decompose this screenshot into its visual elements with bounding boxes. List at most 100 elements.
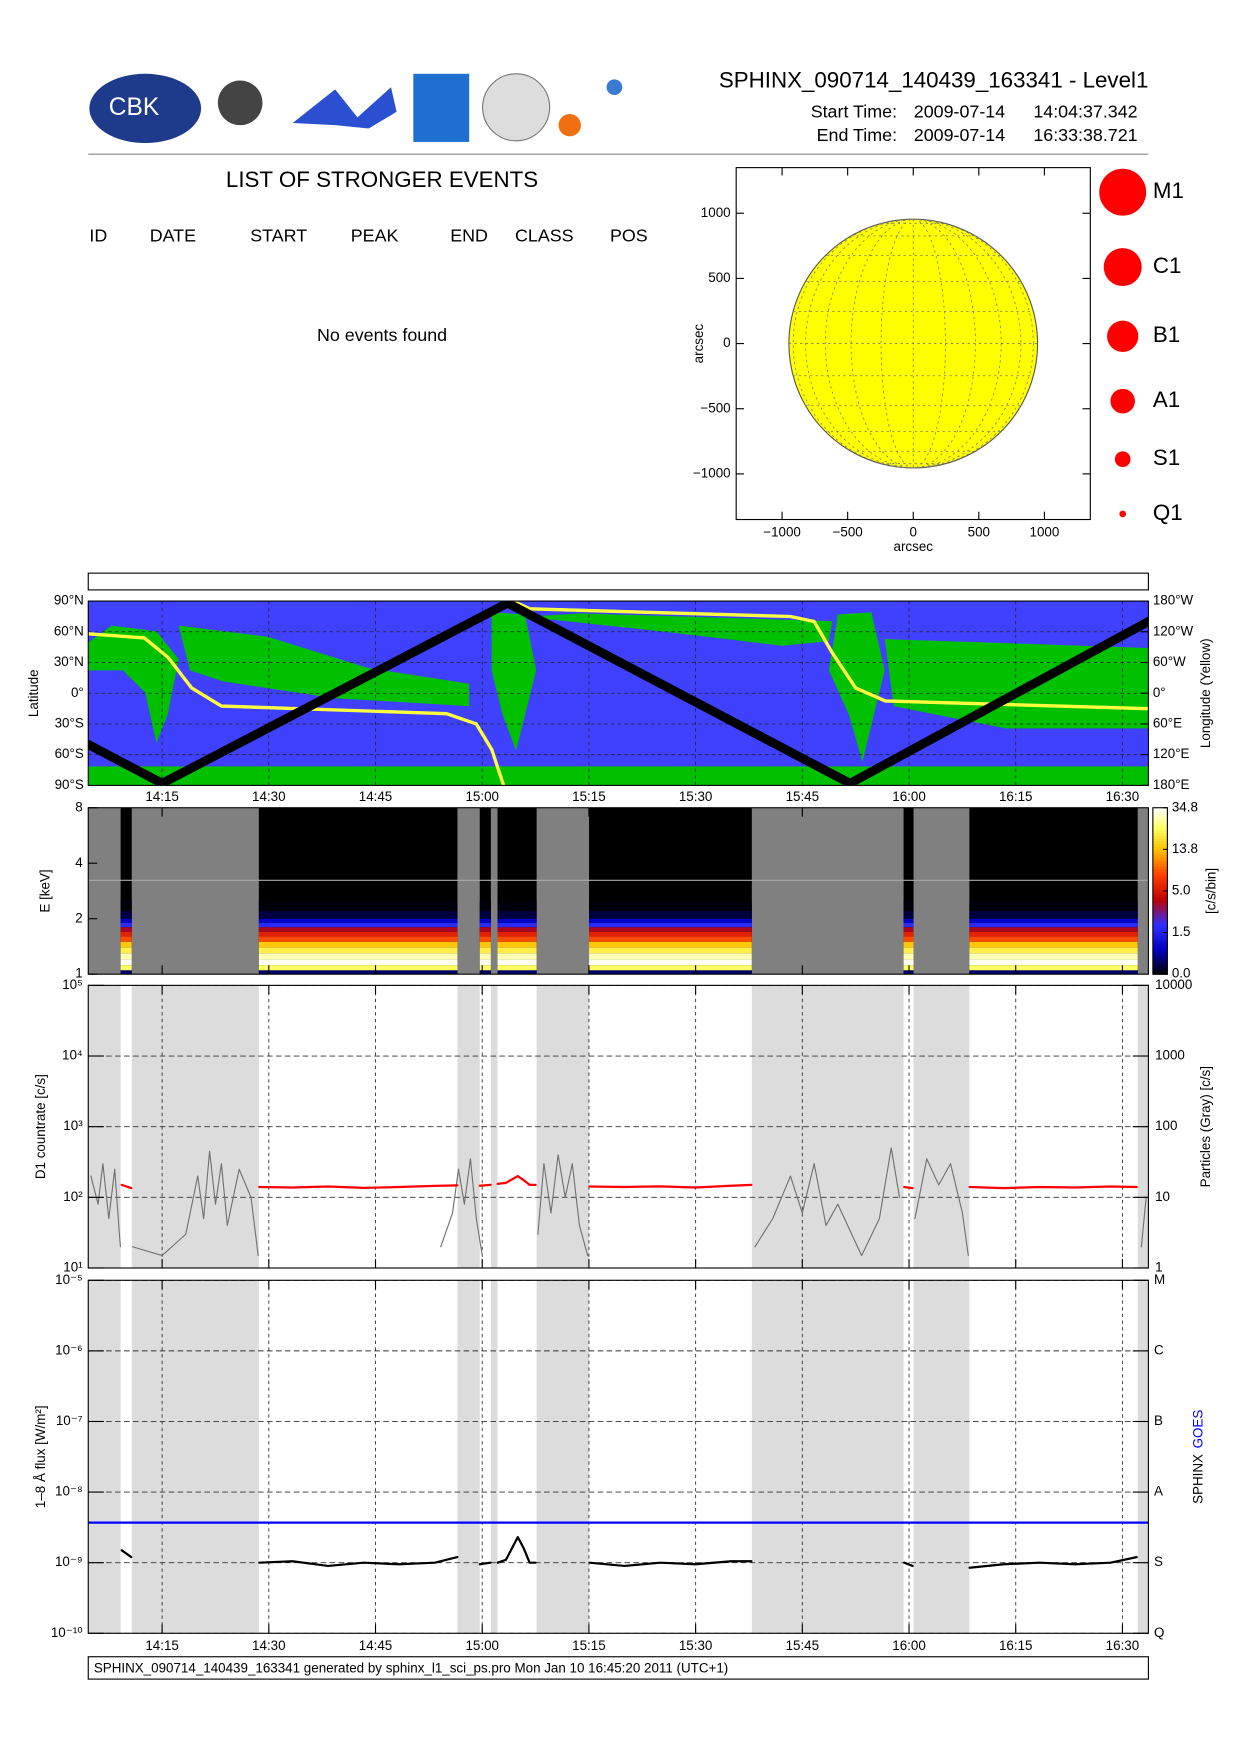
spectrum-cell (497, 965, 537, 971)
x-tick-label: 14:45 (359, 789, 393, 804)
no-data-shade (490, 1280, 498, 1634)
spectrum-cell (479, 959, 491, 966)
colorbar-cell (1152, 843, 1168, 848)
land (88, 625, 179, 743)
data-interval (479, 807, 491, 975)
spectrum-cell (903, 931, 914, 937)
x-tick-label: 14:45 (359, 1638, 393, 1653)
colorbar-tick-label: 0.0 (1172, 966, 1191, 981)
y2-tick-label: 1 (1155, 1260, 1162, 1275)
start-time: 14:04:37.342 (1033, 102, 1137, 122)
x-tick-label: 15:00 (465, 789, 499, 804)
colorbar-cell (1152, 852, 1168, 856)
spectrum-cell (969, 900, 1138, 912)
y-tick-label: 500 (708, 270, 730, 285)
x-tick-label: 15:45 (786, 1638, 820, 1653)
colorbar-cell (1152, 938, 1168, 942)
colorbar-cell (1152, 810, 1168, 814)
x-tick-label: 15:45 (786, 789, 820, 804)
spectrum-cell (589, 953, 752, 960)
plot-area (88, 1280, 1149, 1634)
spectrum-cell (258, 900, 458, 912)
colorbar-cell (1152, 807, 1168, 812)
y-tick-label: 10⁻⁸ (55, 1484, 83, 1499)
colorbar-cell (1152, 863, 1168, 867)
events-column: END (450, 226, 488, 246)
colorbar-cell (1152, 893, 1168, 898)
series-line (88, 601, 1149, 786)
no-data-shade (913, 1280, 970, 1634)
spectrum-cell (120, 970, 132, 975)
no-data-shade (88, 1280, 121, 1634)
class-label: M1 (1153, 178, 1184, 203)
frame (87, 984, 1149, 1269)
y-tick-label: 10⁻⁷ (56, 1413, 83, 1428)
disk-grid (805, 218, 1022, 469)
spectrum-cell (903, 900, 914, 912)
colorbar-cell (1152, 849, 1168, 853)
colorbar-cell (1152, 971, 1168, 975)
y-tick-label: 90°N (54, 593, 84, 608)
y2-tick-label: 10 (1155, 1189, 1170, 1204)
colorbar-cell (1152, 929, 1168, 934)
footer-box (87, 1656, 1149, 1680)
end-time: 16:33:38.721 (1033, 125, 1137, 145)
spectrum-cell (258, 953, 458, 960)
land (88, 766, 1149, 786)
class-marker (1114, 451, 1131, 468)
spectrum-cell (479, 936, 491, 942)
colorbar-cell (1152, 885, 1168, 889)
spectrum-cell (497, 918, 537, 923)
x-tick-label: 14:30 (252, 789, 286, 804)
y-tick-label: 30°S (55, 716, 84, 731)
colorbar-cell (1152, 829, 1168, 834)
no-data-shade (751, 985, 904, 1268)
spectrum-cell (479, 911, 491, 919)
y-tick-label: 10¹ (63, 1260, 83, 1275)
spectrum-cell (479, 941, 491, 948)
x-tick-label: 15:30 (679, 789, 713, 804)
colorbar-cell (1152, 890, 1168, 895)
spectrum-cell (903, 911, 914, 919)
series-line (120, 1174, 1138, 1190)
colorbar-cell (1152, 871, 1168, 875)
events-message: No events found (317, 325, 447, 345)
spectrum-cell (479, 970, 491, 975)
spectrum-cell (479, 900, 491, 912)
spectrum-cell (497, 953, 537, 960)
spectrum-cell (969, 970, 1138, 975)
colorbar-cell (1152, 816, 1168, 820)
x-tick-label: 16:00 (892, 789, 926, 804)
colorbar-cell (1152, 949, 1168, 953)
spectrum-cell (497, 922, 537, 928)
spectrum-cell (258, 931, 458, 937)
land (525, 613, 833, 646)
y-tick-label: 10⁴ (62, 1048, 83, 1063)
class-tick-label: Q (1154, 1625, 1164, 1640)
spectrum-cell (258, 959, 458, 966)
spectrum-cell (120, 922, 132, 928)
colorbar-cell (1152, 963, 1168, 967)
y-tick-label: 10⁻¹⁰ (51, 1625, 83, 1640)
no-data-shade (751, 1280, 904, 1634)
spectrum-cell (589, 947, 752, 954)
report-title: SPHINX_090714_140439_163341 - Level1 (719, 68, 1149, 93)
end-date: 2009-07-14 (914, 125, 1005, 145)
class-tick-label: C (1154, 1342, 1164, 1357)
spectrum-cell (589, 936, 752, 942)
spectrum-cell (589, 918, 752, 923)
colorbar-cell (1152, 877, 1168, 881)
no-data-shade (1137, 1280, 1149, 1634)
spectrum-cell (479, 927, 491, 932)
spectrum-cell (969, 959, 1138, 966)
plot-area (88, 985, 1149, 1268)
spectrum-cell (258, 965, 458, 971)
spectrum-cell (497, 927, 537, 932)
x-tick-label: −500 (833, 524, 863, 539)
spectrum-cell (969, 927, 1138, 932)
y2-tick-label: 120°E (1153, 746, 1190, 761)
y-tick-label: 10⁻⁶ (55, 1342, 82, 1357)
colorbar-cell (1152, 924, 1168, 928)
colorbar-cell (1152, 832, 1168, 837)
